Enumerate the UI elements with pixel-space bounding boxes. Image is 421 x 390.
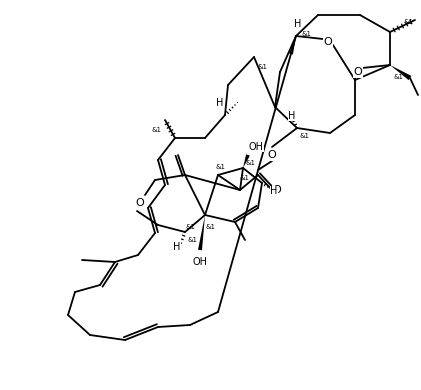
Text: H: H [173,242,181,252]
Text: H: H [216,98,224,108]
Text: &1: &1 [301,31,311,37]
Text: H: H [270,186,278,196]
Polygon shape [243,154,250,168]
Text: O: O [136,198,144,208]
Text: O: O [273,185,281,195]
Text: OH: OH [192,257,208,267]
Text: H: H [288,111,296,121]
Text: &1: &1 [239,175,249,181]
Text: &1: &1 [403,19,413,25]
Polygon shape [198,215,205,250]
Text: &1: &1 [300,133,310,139]
Text: &1: &1 [246,160,256,166]
Text: &1: &1 [152,127,162,133]
Text: &1: &1 [185,224,195,230]
Text: O: O [354,67,362,77]
Polygon shape [390,65,411,80]
Text: O: O [324,37,332,47]
Text: &1: &1 [257,64,267,70]
Text: &1: &1 [216,164,226,170]
Text: &1: &1 [188,237,198,243]
Text: &1: &1 [205,224,215,230]
Polygon shape [289,36,296,55]
Text: O: O [268,150,276,160]
Text: OH: OH [248,142,264,152]
Text: &1: &1 [393,74,403,80]
Text: H: H [294,19,302,29]
